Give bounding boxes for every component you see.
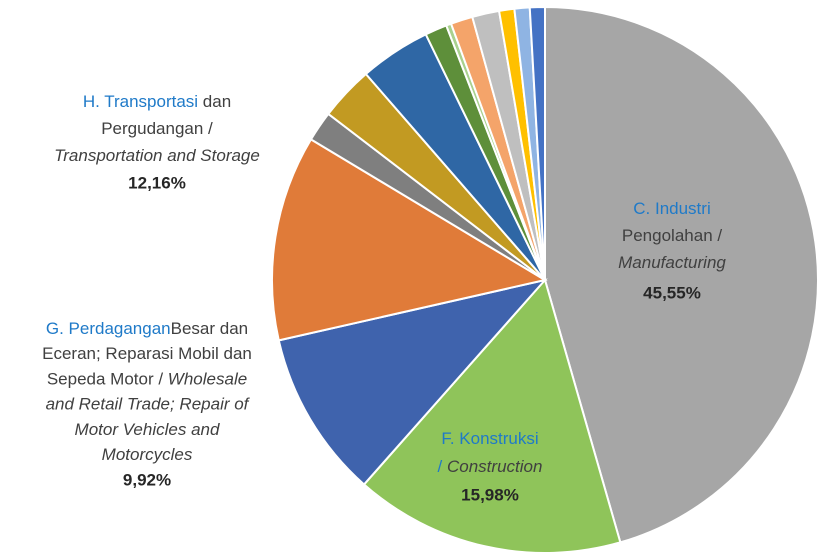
label-run: H. Transportasi [83, 92, 198, 111]
label-run: Manufacturing [618, 253, 726, 272]
label-run: Pergudangan / [101, 119, 213, 138]
slice-label: Transportation and Storage [54, 146, 260, 165]
pie-slice [271, 138, 548, 342]
slice-label: / Construction [438, 457, 543, 476]
label-run: G. Perdagangan [46, 319, 171, 338]
label-run: Wholesale [168, 370, 247, 389]
slice-label: Eceran; Reparasi Mobil dan [42, 345, 252, 364]
value-label: 12,16% [128, 173, 186, 192]
value-label: 9,92% [123, 471, 171, 490]
slice-label: F. Konstruksi [441, 429, 538, 448]
slice-label: H. Transportasi dan [83, 92, 231, 111]
value-label: 15,98% [461, 485, 519, 504]
label-run: Motor Vehicles and [75, 420, 220, 439]
label-run: Sepeda Motor / [47, 370, 168, 389]
slice-label: Pergudangan / [101, 119, 213, 138]
label-run: Pengolahan / [622, 226, 722, 245]
slice-label: G. PerdaganganBesar dan [46, 319, 248, 338]
slice-label: Pengolahan / [622, 226, 722, 245]
slice-label: Manufacturing [618, 253, 726, 272]
slice-label: Motorcycles [102, 445, 193, 464]
slice-label: Sepeda Motor / Wholesale [47, 370, 247, 389]
slice-label: Motor Vehicles and [75, 420, 220, 439]
pie-slice [528, 5, 546, 281]
label-run: / [438, 457, 447, 476]
pie-slice [277, 278, 548, 486]
pie-slice [362, 277, 622, 554]
label-run: Eceran; Reparasi Mobil dan [42, 345, 252, 364]
label-run: Construction [447, 457, 542, 476]
label-run: dan [198, 92, 231, 111]
label-run: C. Industri [633, 199, 710, 218]
label-run: Motorcycles [102, 445, 193, 464]
label-run: Besar dan [171, 319, 249, 338]
label-run: Transportation and Storage [54, 146, 260, 165]
value-label: 45,55% [643, 283, 701, 302]
label-run: and Retail Trade; Repair of [46, 395, 251, 414]
label-run: F. Konstruksi [441, 429, 538, 448]
pie-slice [544, 5, 818, 544]
slice-label: C. Industri [633, 199, 710, 218]
slice-label: and Retail Trade; Repair of [46, 395, 251, 414]
